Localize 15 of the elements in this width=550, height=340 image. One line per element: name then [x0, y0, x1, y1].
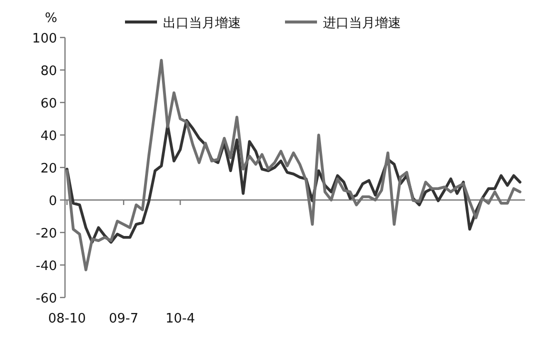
- y-tick-label: 40: [40, 129, 57, 144]
- x-tick-label: 09-7: [108, 312, 138, 326]
- legend-label: 进口当月增速: [323, 16, 401, 31]
- y-tick-label: 0: [48, 194, 57, 209]
- y-tick-label: -40: [36, 259, 57, 274]
- x-tick-label: 10-4: [165, 312, 196, 326]
- y-tick-label: -20: [36, 226, 57, 242]
- y-tick-label: 100: [32, 32, 57, 46]
- legend-label: 出口当月增速: [163, 16, 241, 31]
- y-tick-label: 60: [40, 96, 57, 112]
- y-tick-label: 80: [40, 64, 57, 79]
- x-tick-label: 08-10: [48, 312, 86, 326]
- y-tick-label: 20: [40, 162, 57, 176]
- y-tick-label: -60: [36, 292, 57, 306]
- y-axis-title: %: [44, 11, 58, 26]
